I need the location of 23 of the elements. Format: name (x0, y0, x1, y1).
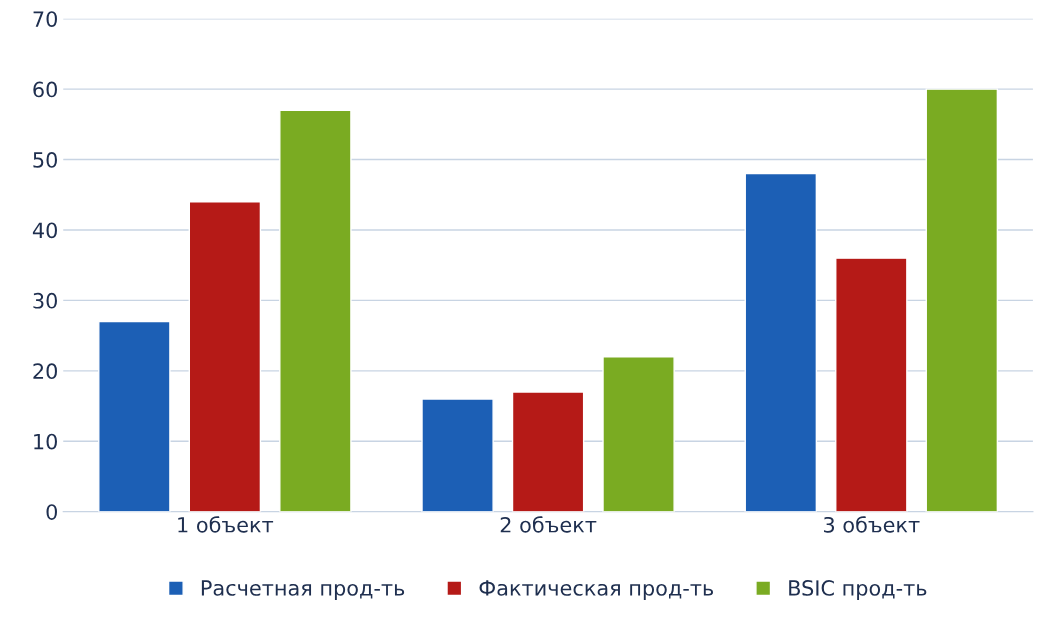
bar (602, 356, 675, 512)
y-tick-label: 30 (33, 292, 57, 309)
bar (421, 398, 494, 512)
x-tick-label: 3 объект (824, 516, 920, 533)
bar (98, 320, 171, 512)
x-tick-label: 1 объект (178, 516, 274, 533)
bar (744, 172, 818, 512)
bar (279, 109, 352, 512)
legend-label: Фактическая прод-ть (479, 580, 714, 600)
y-tick-label: 20 (33, 363, 57, 380)
bar (511, 391, 585, 512)
bar (835, 257, 908, 512)
x-tick-label: 2 объект (500, 516, 597, 533)
bar (188, 201, 262, 512)
y-tick-label: 40 (32, 222, 57, 239)
legend-label: Расчетная прод-ть (201, 580, 405, 600)
y-tick-label: 10 (34, 433, 57, 450)
y-tick-label: 50 (33, 152, 57, 168)
bar (925, 88, 999, 512)
legend-label: BSIC прод-ть (789, 580, 927, 600)
y-tick-label: 0 (46, 504, 57, 520)
y-tick-label: 60 (33, 81, 57, 98)
y-tick-label: 70 (33, 11, 57, 27)
